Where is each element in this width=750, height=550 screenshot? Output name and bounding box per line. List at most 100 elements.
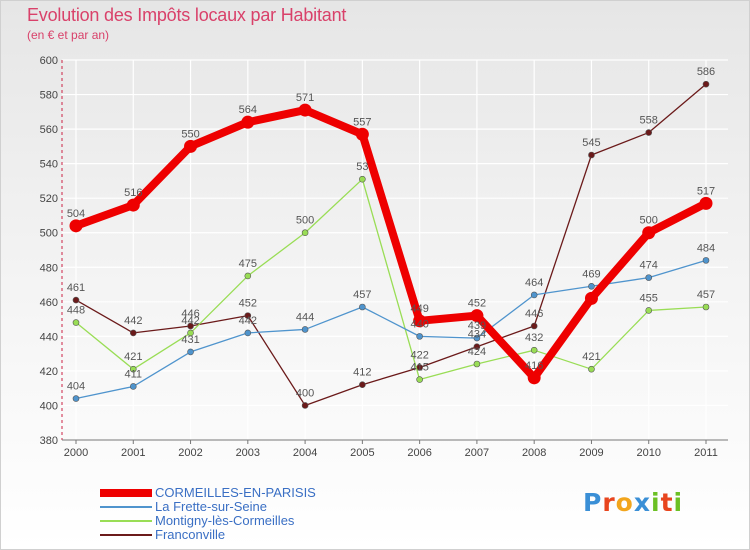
logo-letter: P xyxy=(583,488,603,517)
data-point xyxy=(588,365,595,373)
data-label: 442 xyxy=(239,315,257,327)
data-point xyxy=(473,360,481,368)
data-point xyxy=(129,329,137,337)
data-point xyxy=(126,198,140,212)
data-label: 457 xyxy=(353,289,371,301)
data-point xyxy=(72,319,80,326)
legend-label: Montigny-lès-Cormeilles xyxy=(155,513,295,528)
data-label: 411 xyxy=(124,368,142,380)
data-label: 439 xyxy=(468,320,486,332)
data-label: 571 xyxy=(296,92,314,104)
data-label: 455 xyxy=(640,292,658,304)
data-label: 517 xyxy=(697,185,715,197)
logo-letter: i xyxy=(651,488,661,517)
x-tick-label: 2001 xyxy=(121,447,145,459)
data-point xyxy=(244,329,252,337)
proxiti-logo: Proxiti xyxy=(583,488,683,517)
data-label: 432 xyxy=(525,332,543,344)
legend-swatch xyxy=(100,520,152,522)
data-label: 545 xyxy=(582,137,600,149)
data-point xyxy=(301,326,309,333)
data-label: 474 xyxy=(640,260,658,272)
data-label: 452 xyxy=(239,298,257,310)
data-point xyxy=(473,343,481,351)
data-label: 400 xyxy=(296,387,314,399)
data-point xyxy=(184,139,198,153)
y-tick-label: 440 xyxy=(40,331,58,343)
data-point xyxy=(187,322,194,330)
series-line-CORMEILLES-EN-PARISIS xyxy=(72,106,710,382)
data-label: 434 xyxy=(468,329,486,341)
data-point xyxy=(588,151,595,159)
data-label: 461 xyxy=(67,282,85,294)
y-tick-label: 560 xyxy=(40,124,58,136)
data-label: 557 xyxy=(353,116,371,128)
logo-letter: o xyxy=(615,488,634,517)
data-label: 448 xyxy=(67,305,85,317)
data-point xyxy=(359,303,366,311)
data-point xyxy=(702,257,710,264)
y-tick-label: 500 xyxy=(40,228,58,240)
data-label: 449 xyxy=(410,303,428,315)
data-label: 53 xyxy=(356,161,368,173)
data-label: 421 xyxy=(124,351,142,363)
x-tick-label: 2000 xyxy=(64,447,88,459)
legend-label: La Frette-sur-Seine xyxy=(155,499,267,514)
x-tick-label: 2003 xyxy=(236,447,260,459)
data-label: 586 xyxy=(697,66,715,78)
data-label: 442 xyxy=(181,315,199,327)
data-label: 412 xyxy=(353,367,371,379)
data-label: 415 xyxy=(410,362,428,374)
data-point xyxy=(301,229,309,237)
data-label: 475 xyxy=(239,258,257,270)
data-point xyxy=(588,282,595,290)
x-tick-label: 2006 xyxy=(407,447,431,459)
data-label: 500 xyxy=(640,215,658,227)
x-tick-label: 2008 xyxy=(522,447,546,459)
data-point xyxy=(72,395,80,402)
data-point xyxy=(241,115,255,129)
data-label: 431 xyxy=(181,334,199,346)
legend-item: CORMEILLES-EN-PARISIS xyxy=(100,486,316,500)
data-label: 446 xyxy=(181,308,199,320)
data-point xyxy=(72,296,80,304)
y-tick-label: 400 xyxy=(40,400,58,412)
logo-letter: i xyxy=(673,488,684,517)
logo-letter: r xyxy=(602,488,616,517)
legend-item: La Frette-sur-Seine xyxy=(100,500,316,514)
data-label: 440 xyxy=(410,318,428,330)
data-point xyxy=(530,346,538,354)
data-point xyxy=(187,348,194,356)
logo-letter: t xyxy=(660,488,674,517)
legend-swatch xyxy=(100,489,152,497)
x-tick-label: 2007 xyxy=(465,447,489,459)
series-line-Franconville xyxy=(75,83,707,407)
chart-subtitle: (en € et par an) xyxy=(27,28,110,42)
data-point xyxy=(645,307,653,314)
y-tick-label: 380 xyxy=(40,435,58,447)
data-label: 452 xyxy=(468,298,486,310)
series-line-Montigny-lès-Cormeilles xyxy=(75,178,707,381)
x-tick-label: 2009 xyxy=(579,447,603,459)
data-label: 444 xyxy=(296,311,314,323)
legend-swatch xyxy=(100,506,152,508)
y-tick-label: 520 xyxy=(40,193,58,205)
data-label: 421 xyxy=(582,351,600,363)
data-label: 484 xyxy=(697,242,715,254)
data-label: 404 xyxy=(67,381,85,393)
legend-label: CORMEILLES-EN-PARISIS xyxy=(155,485,316,500)
data-point xyxy=(355,127,369,141)
data-point xyxy=(642,226,656,240)
x-tick-label: 2002 xyxy=(178,447,202,459)
data-point xyxy=(244,312,252,319)
data-point xyxy=(129,383,137,390)
y-tick-label: 580 xyxy=(40,90,58,102)
data-label: 416 xyxy=(525,360,543,372)
legend-item: Franconville xyxy=(100,528,316,542)
data-label: 424 xyxy=(468,346,486,358)
data-point xyxy=(530,322,538,330)
data-point xyxy=(187,329,194,337)
y-tick-label: 600 xyxy=(40,55,58,67)
chart-legend: CORMEILLES-EN-PARISIS La Frette-sur-Seine… xyxy=(100,486,316,542)
